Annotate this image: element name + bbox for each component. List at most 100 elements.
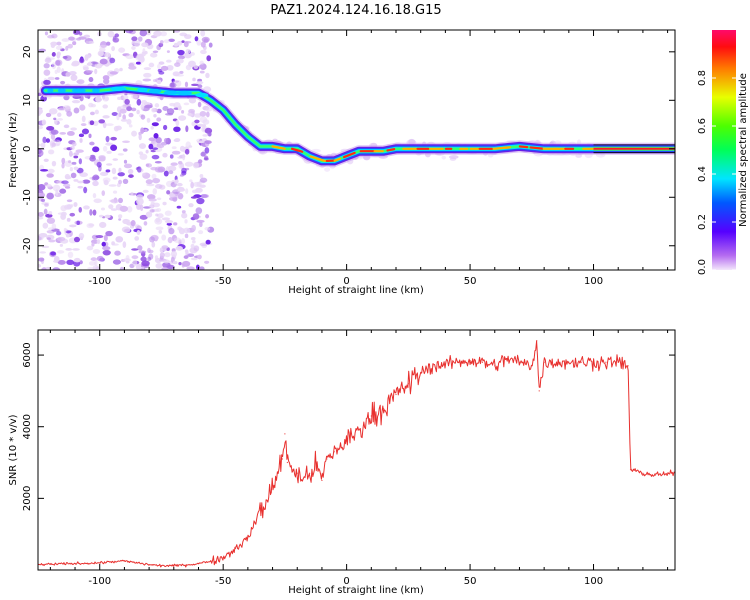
noise-speckle — [128, 174, 134, 178]
noise-speckle — [181, 212, 188, 219]
noise-speckle — [145, 163, 153, 168]
noise-speckle — [140, 127, 145, 134]
noise-speckle — [131, 36, 138, 42]
noise-speckle — [136, 198, 144, 205]
snr-data-point — [555, 361, 558, 363]
noise-speckle — [175, 119, 180, 127]
noise-speckle — [204, 140, 212, 145]
noise-speckle — [183, 227, 191, 234]
noise-speckle — [156, 197, 162, 201]
noise-speckle — [128, 65, 137, 70]
noise-speckle — [176, 182, 183, 187]
plateau-blob — [110, 86, 127, 91]
noise-speckle — [179, 70, 184, 74]
snr-data-point — [506, 358, 508, 360]
noise-speckle — [147, 256, 152, 262]
noise-speckle — [50, 251, 56, 256]
noise-speckle — [155, 136, 162, 144]
noise-speckle — [171, 150, 181, 155]
noise-speckle — [126, 118, 132, 125]
noise-speckle — [38, 212, 44, 217]
noise-speckle — [50, 129, 59, 135]
noise-speckle — [196, 40, 202, 46]
noise-speckle — [120, 118, 128, 122]
noise-speckle — [199, 177, 208, 183]
noise-speckle — [42, 267, 47, 270]
snr-y-tick-label: 6000 — [22, 342, 33, 367]
snr-data-point — [284, 433, 286, 435]
noise-speckle — [170, 162, 178, 166]
noise-speckle — [50, 133, 56, 140]
plateau-blob — [176, 90, 192, 96]
noise-speckle — [103, 234, 108, 242]
noise-speckle — [71, 141, 77, 147]
snr-data-point — [148, 564, 150, 566]
snr-data-point — [370, 415, 372, 417]
noise-speckle — [184, 219, 188, 224]
noise-speckle — [196, 219, 205, 223]
noise-speckle — [43, 79, 51, 86]
noise-speckle — [197, 123, 204, 127]
noise-speckle — [45, 213, 53, 218]
noise-speckle — [158, 71, 165, 75]
noise-speckle — [70, 74, 78, 81]
noise-speckle — [81, 115, 86, 123]
noise-speckle — [122, 94, 129, 101]
noise-speckle — [168, 170, 174, 175]
noise-speckle — [126, 106, 133, 112]
snr-data-point — [99, 562, 101, 564]
noise-speckle — [102, 249, 111, 256]
noise-speckle — [143, 72, 152, 78]
noise-speckle — [57, 260, 66, 265]
noise-speckle — [56, 118, 64, 121]
noise-speckle — [155, 217, 161, 223]
trace-peak — [333, 157, 342, 162]
noise-speckle — [154, 103, 160, 108]
noise-speckle — [173, 126, 181, 133]
noise-speckle — [177, 58, 184, 64]
noise-speckle — [136, 166, 142, 173]
noise-speckle — [140, 266, 145, 270]
noise-speckle — [207, 131, 212, 137]
noise-speckle — [57, 112, 62, 117]
noise-speckle — [141, 42, 149, 48]
noise-speckle — [147, 247, 151, 253]
noise-speckle — [173, 30, 181, 33]
noise-speckle — [119, 67, 123, 72]
snr-data-point — [629, 469, 632, 471]
snr-data-point — [301, 479, 303, 482]
snr-data-point — [617, 361, 619, 363]
noise-speckle — [104, 214, 111, 219]
noise-speckle — [182, 153, 186, 161]
noise-speckle — [119, 205, 129, 212]
noise-speckle — [173, 42, 179, 47]
snr-data-point — [518, 361, 521, 363]
noise-speckle — [106, 163, 113, 166]
noise-speckle — [190, 237, 196, 241]
noise-speckle — [114, 250, 121, 256]
noise-speckle — [142, 189, 149, 193]
noise-speckle — [73, 202, 78, 207]
noise-speckle — [164, 220, 173, 224]
noise-speckle — [44, 203, 49, 207]
snr-y-axis-label: SNR (10 * v/v) — [8, 414, 19, 485]
noise-speckle — [157, 63, 161, 69]
noise-speckle — [54, 77, 60, 80]
noise-speckle — [55, 189, 59, 196]
noise-speckle — [66, 259, 75, 266]
snr-x-tick-label: 0 — [343, 576, 349, 587]
noise-speckle — [56, 231, 62, 236]
noise-speckle — [65, 72, 71, 77]
noise-speckle — [146, 183, 155, 187]
noise-speckle — [161, 217, 171, 221]
noise-speckle — [88, 40, 95, 44]
noise-speckle — [196, 181, 202, 187]
noise-speckle — [83, 205, 90, 210]
noise-speckle — [85, 54, 91, 59]
noise-speckle — [165, 113, 174, 116]
noise-speckle — [188, 145, 193, 148]
noise-speckle — [192, 240, 196, 244]
noise-speckle — [49, 108, 58, 115]
noise-speckle — [51, 142, 56, 148]
noise-speckle — [203, 38, 209, 43]
